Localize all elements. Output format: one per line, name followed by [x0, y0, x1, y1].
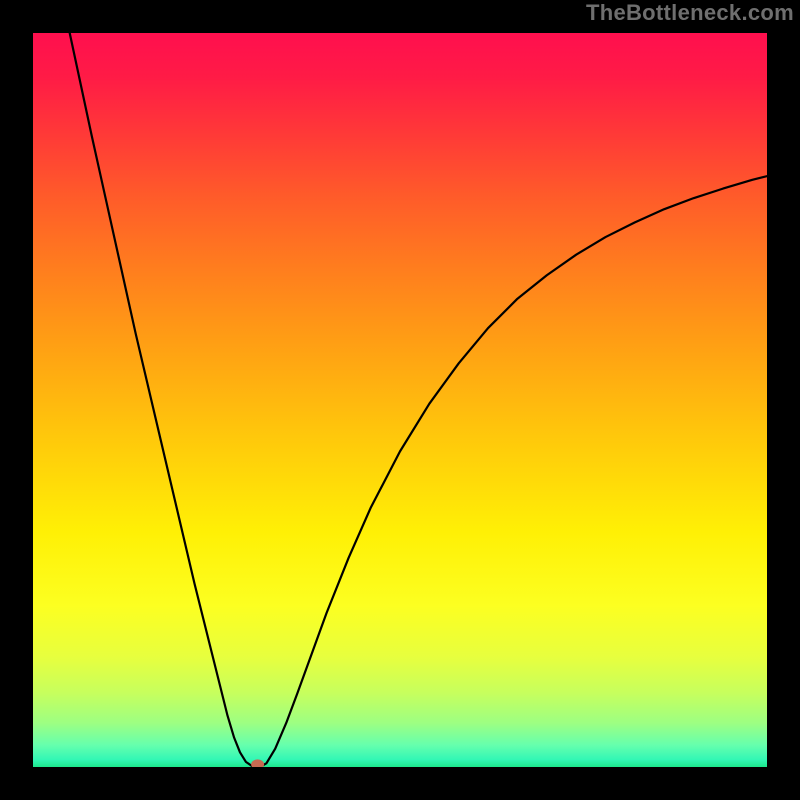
- chart-container: TheBottleneck.com: [0, 0, 800, 800]
- bottleneck-chart-svg: [0, 0, 800, 800]
- plot-background: [33, 33, 767, 767]
- watermark-label: TheBottleneck.com: [586, 0, 794, 26]
